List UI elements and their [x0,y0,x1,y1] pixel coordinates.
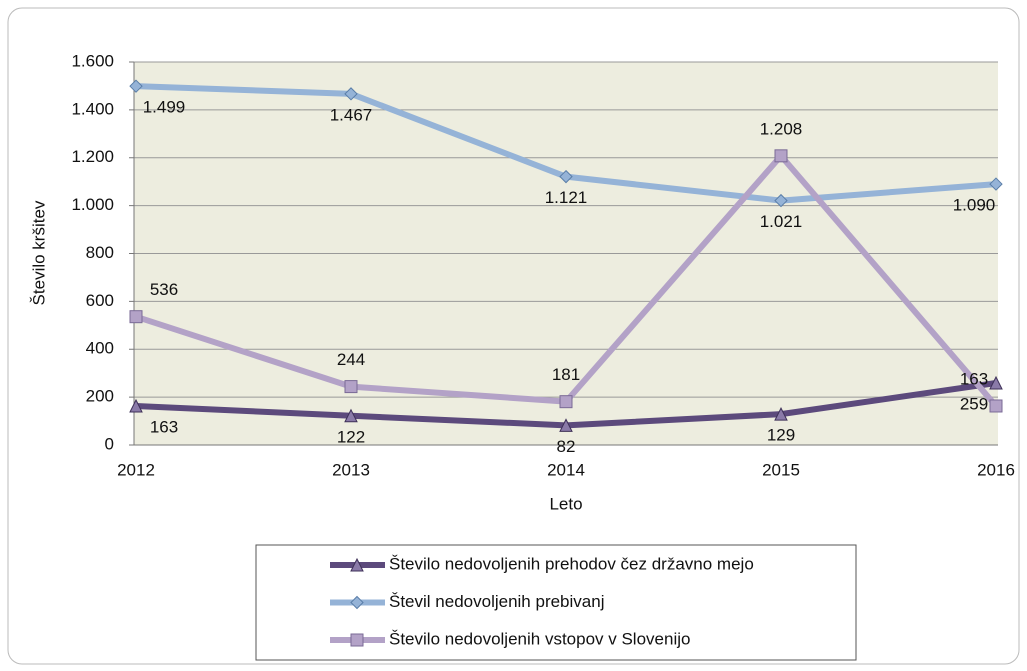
data-label: 1.090 [953,196,996,215]
data-point [774,149,788,163]
legend-label: Števil nedovoljenih prebivanj [389,592,604,611]
y-tick-label: 1.000 [71,195,114,214]
data-point [559,418,573,432]
y-axis-title: Število kršitev [29,200,48,305]
y-tick-label: 1.400 [71,99,114,118]
data-point [129,310,143,324]
legend-marker [350,633,364,647]
y-tick-label: 200 [86,387,114,406]
data-label: 181 [552,365,580,384]
data-label: 1.121 [545,188,588,207]
y-tick-label: 1.200 [71,147,114,166]
data-point [774,407,788,421]
y-tick-label: 800 [86,243,114,262]
legend-marker [350,595,364,610]
data-label: 82 [557,437,576,456]
data-label: 1.208 [760,119,803,138]
data-point [344,380,358,394]
data-point [989,375,1003,390]
x-tick-label: 2013 [332,460,370,479]
y-tick-label: 600 [86,291,114,310]
y-tick-label: 1.600 [71,51,114,70]
data-label: 163 [960,369,988,388]
data-point [774,193,788,208]
data-label: 129 [767,426,795,445]
x-tick-label: 2014 [547,460,585,479]
data-point [559,169,573,184]
y-tick-label: 0 [105,434,114,453]
x-axis-title: Leto [549,494,582,513]
legend-label: Število nedovoljenih prehodov čez državn… [389,554,754,573]
y-tick-label: 400 [86,339,114,358]
data-label: 122 [337,427,365,446]
data-point [129,79,143,93]
data-point [129,398,143,413]
legend-label: Število nedovoljenih vstopov v Slovenijo [389,629,690,648]
x-tick-label: 2015 [762,460,800,479]
data-point [559,395,573,409]
data-label: 1.499 [143,98,186,117]
data-label: 244 [337,350,365,369]
data-point [344,87,358,101]
data-label: 1.467 [330,105,373,124]
x-tick-label: 2016 [977,460,1015,479]
data-label: 163 [150,417,178,436]
data-point [989,177,1003,191]
data-point [989,399,1003,413]
data-point [344,408,358,423]
data-label: 1.021 [760,212,803,231]
data-label: 536 [150,280,178,299]
legend-marker [350,557,364,572]
data-label: 259 [960,394,988,413]
x-tick-label: 2012 [117,460,155,479]
